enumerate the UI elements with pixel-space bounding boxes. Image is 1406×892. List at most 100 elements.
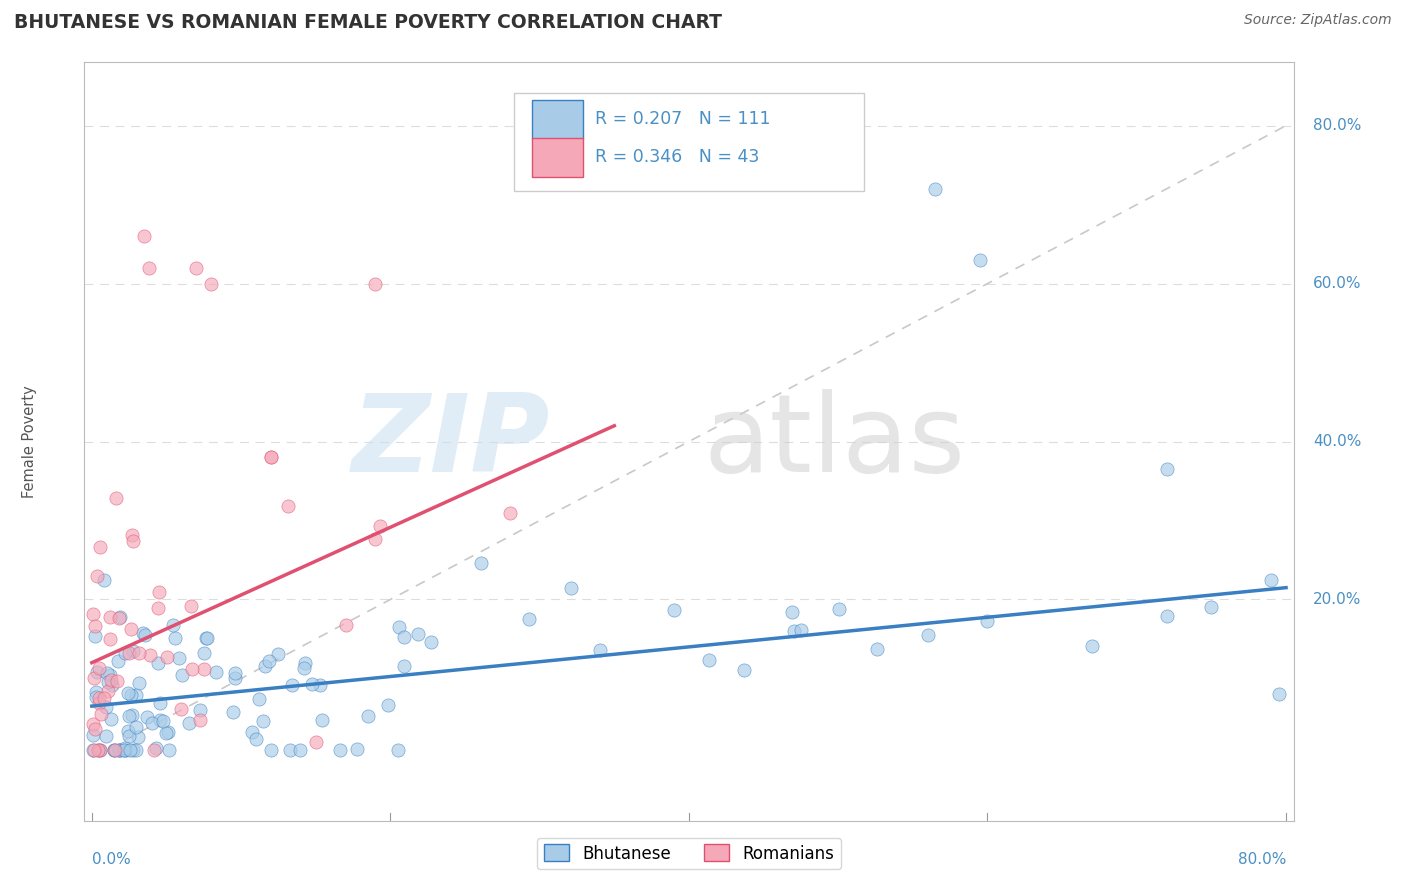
Point (301, 677, 323, 691)
Point (120, 622, 142, 636)
Point (108, 610, 131, 624)
Point (89, 742, 111, 756)
Point (84, 619, 107, 633)
Point (114, 741, 136, 756)
Point (94, 729, 117, 743)
Point (103, 742, 125, 756)
Point (167, 651, 190, 665)
Point (193, 646, 215, 660)
Point (976, 614, 998, 628)
Point (224, 671, 246, 685)
Point (103, 742, 125, 756)
Point (84, 630, 107, 644)
Point (90, 706, 112, 721)
Text: 60.0%: 60.0% (1313, 277, 1361, 291)
Legend: Bhutanese, Romanians: Bhutanese, Romanians (537, 838, 841, 869)
Point (93, 690, 115, 705)
Point (128, 675, 150, 690)
Point (163, 631, 186, 645)
Point (294, 657, 316, 671)
Point (100, 668, 122, 682)
Point (222, 705, 245, 719)
Point (105, 673, 128, 688)
Point (89, 540, 111, 554)
Point (110, 742, 132, 756)
Point (146, 600, 169, 615)
Point (180, 599, 202, 613)
Point (329, 742, 352, 756)
Point (101, 678, 124, 692)
Point (172, 667, 194, 681)
Point (146, 656, 169, 670)
Point (170, 702, 193, 716)
Point (141, 716, 163, 731)
Text: ZIP: ZIP (352, 389, 550, 494)
Text: Source: ZipAtlas.com: Source: ZipAtlas.com (1244, 13, 1392, 28)
Point (247, 691, 270, 706)
Point (135, 710, 157, 724)
Point (118, 729, 141, 743)
Point (162, 618, 184, 632)
Text: R = 0.346   N = 43: R = 0.346 N = 43 (595, 148, 759, 166)
Point (560, 582, 582, 596)
Point (82, 607, 104, 622)
Point (186, 260, 208, 275)
Point (364, 277, 387, 291)
Text: atlas: atlas (703, 389, 965, 494)
Point (346, 742, 368, 756)
Point (1201, 599, 1223, 614)
Point (82, 742, 104, 756)
Point (790, 623, 813, 637)
Point (84, 690, 107, 704)
Point (368, 518, 391, 533)
Point (93, 574, 115, 588)
Point (89, 696, 111, 710)
Point (245, 732, 267, 747)
Point (98, 632, 121, 646)
Point (406, 627, 429, 641)
Point (139, 648, 162, 662)
Point (104, 742, 127, 756)
Point (224, 666, 246, 681)
Text: 20.0%: 20.0% (1313, 592, 1361, 607)
Point (589, 643, 612, 657)
Point (107, 654, 129, 668)
Point (120, 688, 142, 702)
Point (1156, 609, 1178, 624)
Point (115, 742, 138, 756)
Point (112, 742, 135, 756)
Point (260, 450, 283, 465)
Point (290, 742, 312, 756)
Point (252, 714, 274, 729)
Point (84, 684, 107, 698)
Point (152, 714, 174, 729)
Point (127, 731, 149, 745)
Point (125, 742, 148, 756)
Point (96, 665, 118, 680)
Point (257, 654, 280, 668)
Point (357, 709, 380, 723)
Point (118, 742, 141, 756)
Point (200, 277, 222, 291)
Point (240, 724, 263, 739)
Point (87, 691, 110, 706)
Point (148, 585, 170, 599)
Point (194, 631, 217, 645)
Point (1156, 462, 1178, 476)
Point (86, 665, 108, 679)
Point (865, 641, 887, 656)
Point (311, 713, 333, 727)
Point (132, 229, 155, 244)
Point (1081, 640, 1104, 654)
Point (108, 742, 131, 756)
Text: 0.0%: 0.0% (91, 852, 131, 867)
FancyBboxPatch shape (513, 93, 865, 191)
Point (149, 697, 172, 711)
Point (156, 724, 179, 739)
Point (96, 700, 118, 714)
Point (305, 734, 328, 748)
FancyBboxPatch shape (531, 100, 582, 139)
Point (121, 707, 143, 722)
Point (254, 659, 277, 673)
Point (87, 661, 110, 675)
